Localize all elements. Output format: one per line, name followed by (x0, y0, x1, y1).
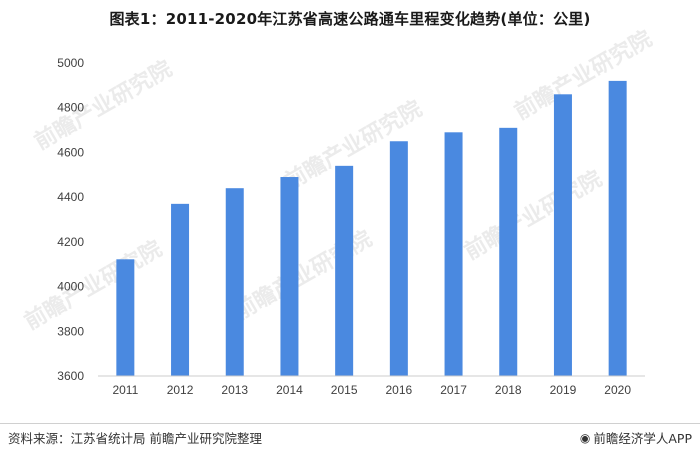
x-tick-label: 2019 (550, 383, 577, 397)
x-tick-label: 2018 (495, 383, 522, 397)
bar-series (116, 80, 627, 377)
brand-text: 前瞻经济学人APP (593, 431, 692, 446)
bar-2011 (116, 259, 135, 376)
brand-label: ◉ 前瞻经济学人APP (580, 428, 692, 447)
y-tick-label: 3800 (57, 324, 84, 338)
y-tick-label: 5000 (57, 56, 84, 70)
x-tick-label: 2016 (385, 383, 412, 397)
bar-2017 (444, 132, 463, 376)
bar-2020 (608, 80, 627, 376)
bar-2015 (335, 165, 354, 376)
y-tick-label: 3600 (57, 369, 84, 383)
watermark-text: 前瞻产业研究院 (30, 56, 176, 156)
watermark-text: 前瞻产业研究院 (230, 226, 376, 326)
bar-2019 (553, 94, 572, 377)
bar-2016 (389, 141, 408, 376)
watermark-text: 前瞻产业研究院 (20, 236, 166, 336)
bar-2014 (280, 177, 299, 376)
x-tick-label: 2011 (112, 383, 138, 397)
bar-2013 (225, 188, 244, 376)
watermark-text: 前瞻产业研究院 (460, 166, 606, 266)
x-tick-label: 2013 (221, 383, 248, 397)
watermark-text: 前瞻产业研究院 (510, 26, 656, 126)
x-tick-label: 2015 (331, 383, 358, 397)
source-note: 资料来源：江苏省统计局 前瞻产业研究院整理 (8, 431, 262, 446)
x-tick-label: 2012 (167, 383, 194, 397)
bar-chart: 前瞻产业研究院 前瞻产业研究院前瞻产业研究院前瞻产业研究院前瞻产业研究院前瞻产业研… (20, 26, 656, 397)
y-tick-label: 4400 (57, 190, 84, 204)
y-tick-label: 4800 (57, 101, 84, 115)
x-tick-label: 2017 (440, 383, 467, 397)
y-tick-label: 4200 (57, 235, 84, 249)
y-axis-ticks: 3600 3800 4000 4200 4400 4600 4800 5000 (57, 56, 84, 383)
x-axis-ticks: 2011 2012 2013 2014 2015 2016 2017 2018 2019 2020 (112, 383, 631, 397)
y-tick-label: 4000 (57, 280, 84, 294)
bar-2018 (499, 127, 518, 376)
footer-divider (0, 423, 700, 424)
x-tick-label: 2014 (276, 383, 303, 397)
bar-2012 (171, 203, 190, 376)
chart-title: 图表1：2011-2020年江苏省高速公路通车里程变化趋势(单位：公里) (109, 10, 591, 28)
x-tick-label: 2020 (604, 383, 631, 397)
y-tick-label: 4600 (57, 145, 84, 159)
qianzhan-logo-icon: ◉ (579, 430, 591, 445)
